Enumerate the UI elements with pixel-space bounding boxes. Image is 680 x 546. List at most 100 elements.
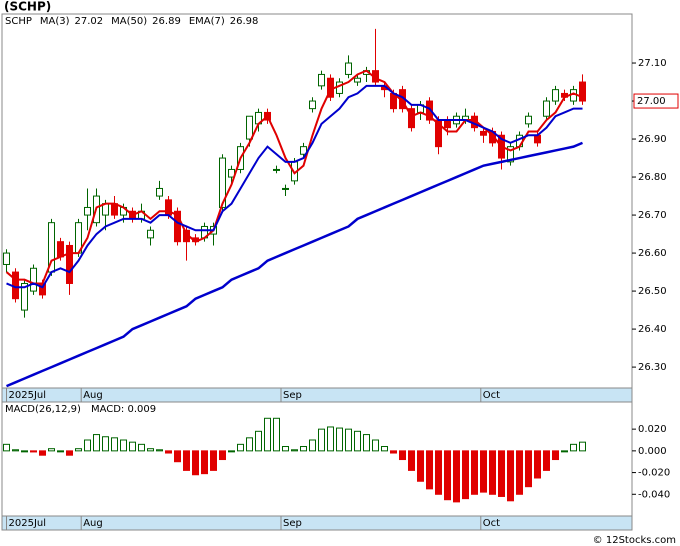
macd-bar bbox=[291, 449, 298, 452]
macd-bar bbox=[489, 450, 496, 495]
macd-bar bbox=[453, 450, 460, 503]
legend-value: 26.89 bbox=[152, 16, 181, 27]
candle-body bbox=[426, 100, 433, 121]
macd-bar bbox=[300, 446, 307, 452]
candle-body bbox=[534, 134, 541, 144]
candle-body bbox=[309, 100, 316, 110]
macd-bar bbox=[516, 450, 523, 495]
macd-bar bbox=[399, 450, 406, 461]
macd-bar bbox=[57, 450, 64, 453]
macd-bar bbox=[435, 450, 442, 495]
candle-body bbox=[174, 210, 181, 243]
candle-body bbox=[3, 252, 10, 265]
macd-bar bbox=[309, 439, 316, 452]
macd-bar bbox=[462, 450, 469, 500]
macd-y-tick-label: -0.040 bbox=[638, 489, 670, 500]
macd-bar bbox=[237, 443, 244, 452]
y-tick-label: 26.70 bbox=[638, 210, 667, 221]
indicator-line bbox=[6, 141, 583, 388]
y-tick-label: 26.80 bbox=[638, 172, 667, 183]
macd-bar bbox=[183, 450, 190, 471]
macd-bar bbox=[201, 450, 208, 475]
candle-body bbox=[147, 229, 154, 239]
legend-name: EMA(7) bbox=[189, 16, 225, 27]
macd-bar bbox=[561, 450, 568, 453]
macd-bar bbox=[570, 443, 577, 452]
candle-body bbox=[246, 115, 253, 140]
macd-y-tick-label: 0.000 bbox=[638, 446, 667, 457]
last-price-label: 27.00 bbox=[637, 96, 666, 107]
macd-bar bbox=[408, 450, 415, 471]
price-panel bbox=[1, 13, 633, 389]
legend-name: MA(3) bbox=[40, 16, 70, 27]
x-tick-label: 2025Jul bbox=[9, 518, 47, 529]
x-tick-label: Aug bbox=[83, 390, 103, 401]
macd-bar bbox=[174, 450, 181, 463]
candle-body bbox=[318, 73, 325, 87]
macd-bar bbox=[219, 450, 226, 461]
macd-bar bbox=[327, 426, 334, 452]
candle-body bbox=[57, 241, 64, 258]
x-tick-label: 2025Jul bbox=[9, 390, 47, 401]
macd-bar bbox=[66, 450, 73, 456]
macd-bar bbox=[579, 441, 586, 452]
macd-bar bbox=[345, 428, 352, 452]
macd-bar bbox=[471, 450, 478, 495]
macd-bar bbox=[84, 439, 91, 452]
macd-bar bbox=[417, 450, 424, 482]
x-tick-label: Oct bbox=[483, 518, 500, 529]
macd-bar bbox=[93, 434, 100, 452]
macd-bar bbox=[147, 448, 154, 452]
y-tick-label: 27.10 bbox=[638, 58, 667, 69]
macd-bar bbox=[48, 448, 55, 452]
macd-bar bbox=[390, 450, 397, 454]
indicator-line bbox=[6, 84, 583, 289]
macd-bar bbox=[210, 450, 217, 471]
macd-bar bbox=[552, 450, 559, 461]
macd-bar bbox=[498, 450, 505, 497]
macd-bar bbox=[120, 439, 127, 452]
macd-bar bbox=[129, 441, 136, 452]
indicator-line bbox=[5, 69, 583, 285]
macd-bar bbox=[372, 439, 379, 452]
macd-bar bbox=[273, 417, 280, 452]
macd-bar bbox=[102, 436, 109, 452]
candle-body bbox=[579, 81, 586, 102]
macd-title: MACD(26,12,9) bbox=[5, 404, 81, 415]
x-tick-label: Oct bbox=[483, 390, 500, 401]
y-tick-label: 26.90 bbox=[638, 134, 667, 145]
candle-body bbox=[480, 130, 487, 136]
candle-body bbox=[543, 100, 550, 117]
macd-bar bbox=[444, 450, 451, 501]
candle-body bbox=[30, 267, 37, 292]
candle-body bbox=[408, 108, 415, 129]
macd-bar bbox=[30, 450, 37, 453]
macd-bar bbox=[264, 417, 271, 452]
x-tick-label: Sep bbox=[283, 390, 302, 401]
candle-body bbox=[66, 244, 73, 284]
macd-bar bbox=[363, 434, 370, 452]
macd-bar bbox=[255, 430, 262, 452]
macd-bar bbox=[39, 450, 46, 456]
macd-bar bbox=[192, 450, 199, 476]
macd-bar bbox=[138, 443, 145, 452]
x-tick-label: Sep bbox=[283, 518, 302, 529]
macd-bar bbox=[165, 450, 172, 454]
y-tick-label: 26.50 bbox=[638, 286, 667, 297]
macd-bar bbox=[525, 450, 532, 488]
x-tick-label: Aug bbox=[83, 518, 103, 529]
candle-body bbox=[300, 146, 307, 155]
candle-body bbox=[552, 89, 559, 102]
macd-bar bbox=[21, 450, 28, 453]
macd-bar bbox=[3, 443, 10, 452]
macd-bar bbox=[543, 450, 550, 471]
candle-body bbox=[345, 62, 352, 75]
candle-body bbox=[219, 157, 226, 208]
y-tick-label: 26.60 bbox=[638, 248, 667, 259]
y-tick-label: 26.30 bbox=[638, 362, 667, 373]
macd-bar bbox=[228, 450, 235, 453]
legend-value: 26.98 bbox=[230, 16, 259, 27]
macd-bar bbox=[507, 450, 514, 502]
candle-body bbox=[354, 77, 361, 83]
macd-y-tick-label: 0.020 bbox=[638, 424, 667, 435]
